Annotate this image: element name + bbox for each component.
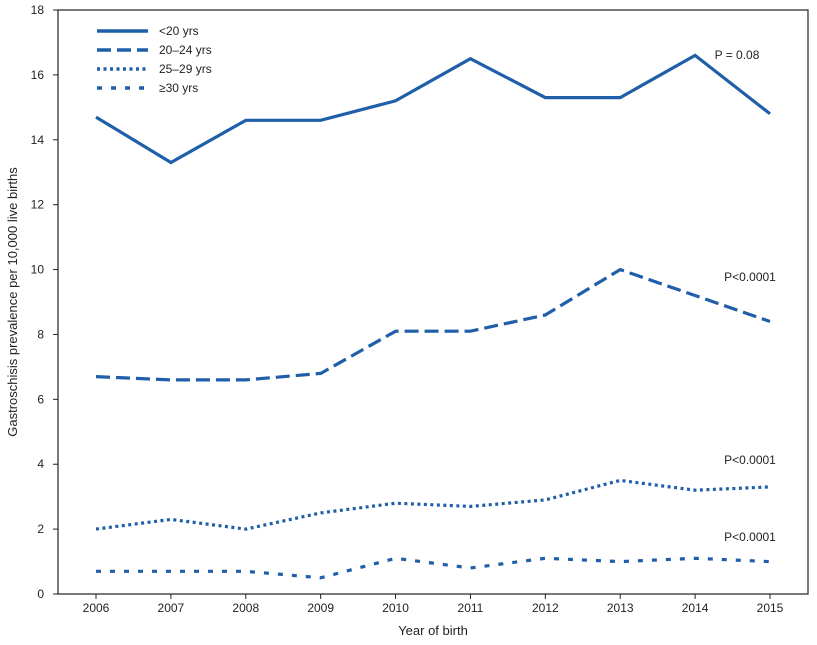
- y-tick-label: 0: [37, 587, 44, 601]
- series-line-1: [95, 53, 771, 165]
- y-tick-label: 18: [31, 3, 45, 17]
- x-tick-label: 2015: [757, 601, 784, 615]
- plot-frame: [57, 9, 809, 595]
- series-line-3: [95, 478, 771, 531]
- p-value-label: P = 0.08: [715, 48, 760, 62]
- x-tick-label: 2006: [83, 601, 110, 615]
- p-value-label: P<0.0001: [724, 270, 776, 284]
- p-value-label: P<0.0001: [724, 530, 776, 544]
- y-axis-label: Gastroschisis prevalence per 10,000 live…: [5, 167, 20, 437]
- legend-label: ≥30 yrs: [159, 81, 198, 95]
- legend-label: <20 yrs: [159, 24, 199, 38]
- x-tick-label: 2008: [232, 601, 259, 615]
- y-tick-label: 14: [31, 133, 45, 147]
- p-value-annotations: P = 0.08 P<0.0001 P<0.0001 P<0.0001: [715, 48, 777, 544]
- y-tick-label: 4: [37, 457, 44, 471]
- series-lines: [95, 53, 771, 580]
- x-tick-label: 2010: [382, 601, 409, 615]
- x-tick-label: 2007: [158, 601, 185, 615]
- p-value-label: P<0.0001: [724, 453, 776, 467]
- legend-label: 25–29 yrs: [159, 62, 212, 76]
- x-tick-label: 2013: [607, 601, 634, 615]
- x-axis-label: Year of birth: [398, 623, 468, 638]
- y-tick-label: 8: [37, 327, 44, 341]
- y-tick-label: 16: [31, 68, 45, 82]
- y-tick-label: 6: [37, 392, 44, 406]
- y-tick-label: 10: [31, 263, 45, 277]
- series-line-2: [95, 267, 771, 382]
- y-tick-label: 2: [37, 522, 44, 536]
- x-tick-label: 2014: [682, 601, 709, 615]
- x-tick-label: 2011: [458, 601, 484, 615]
- series-line-4: [96, 556, 771, 580]
- legend: <20 yrs 20–24 yrs 25–29 yrs ≥30 yrs: [97, 24, 212, 95]
- x-tick-label: 2009: [307, 601, 334, 615]
- x-tick-label: 2012: [532, 601, 559, 615]
- axes: 0 2 4 6 8 10 12 14 16 18 2006 2007 2008 2009 2010 2011 2…: [31, 3, 809, 615]
- y-tick-label: 12: [31, 198, 45, 212]
- legend-label: 20–24 yrs: [159, 43, 212, 57]
